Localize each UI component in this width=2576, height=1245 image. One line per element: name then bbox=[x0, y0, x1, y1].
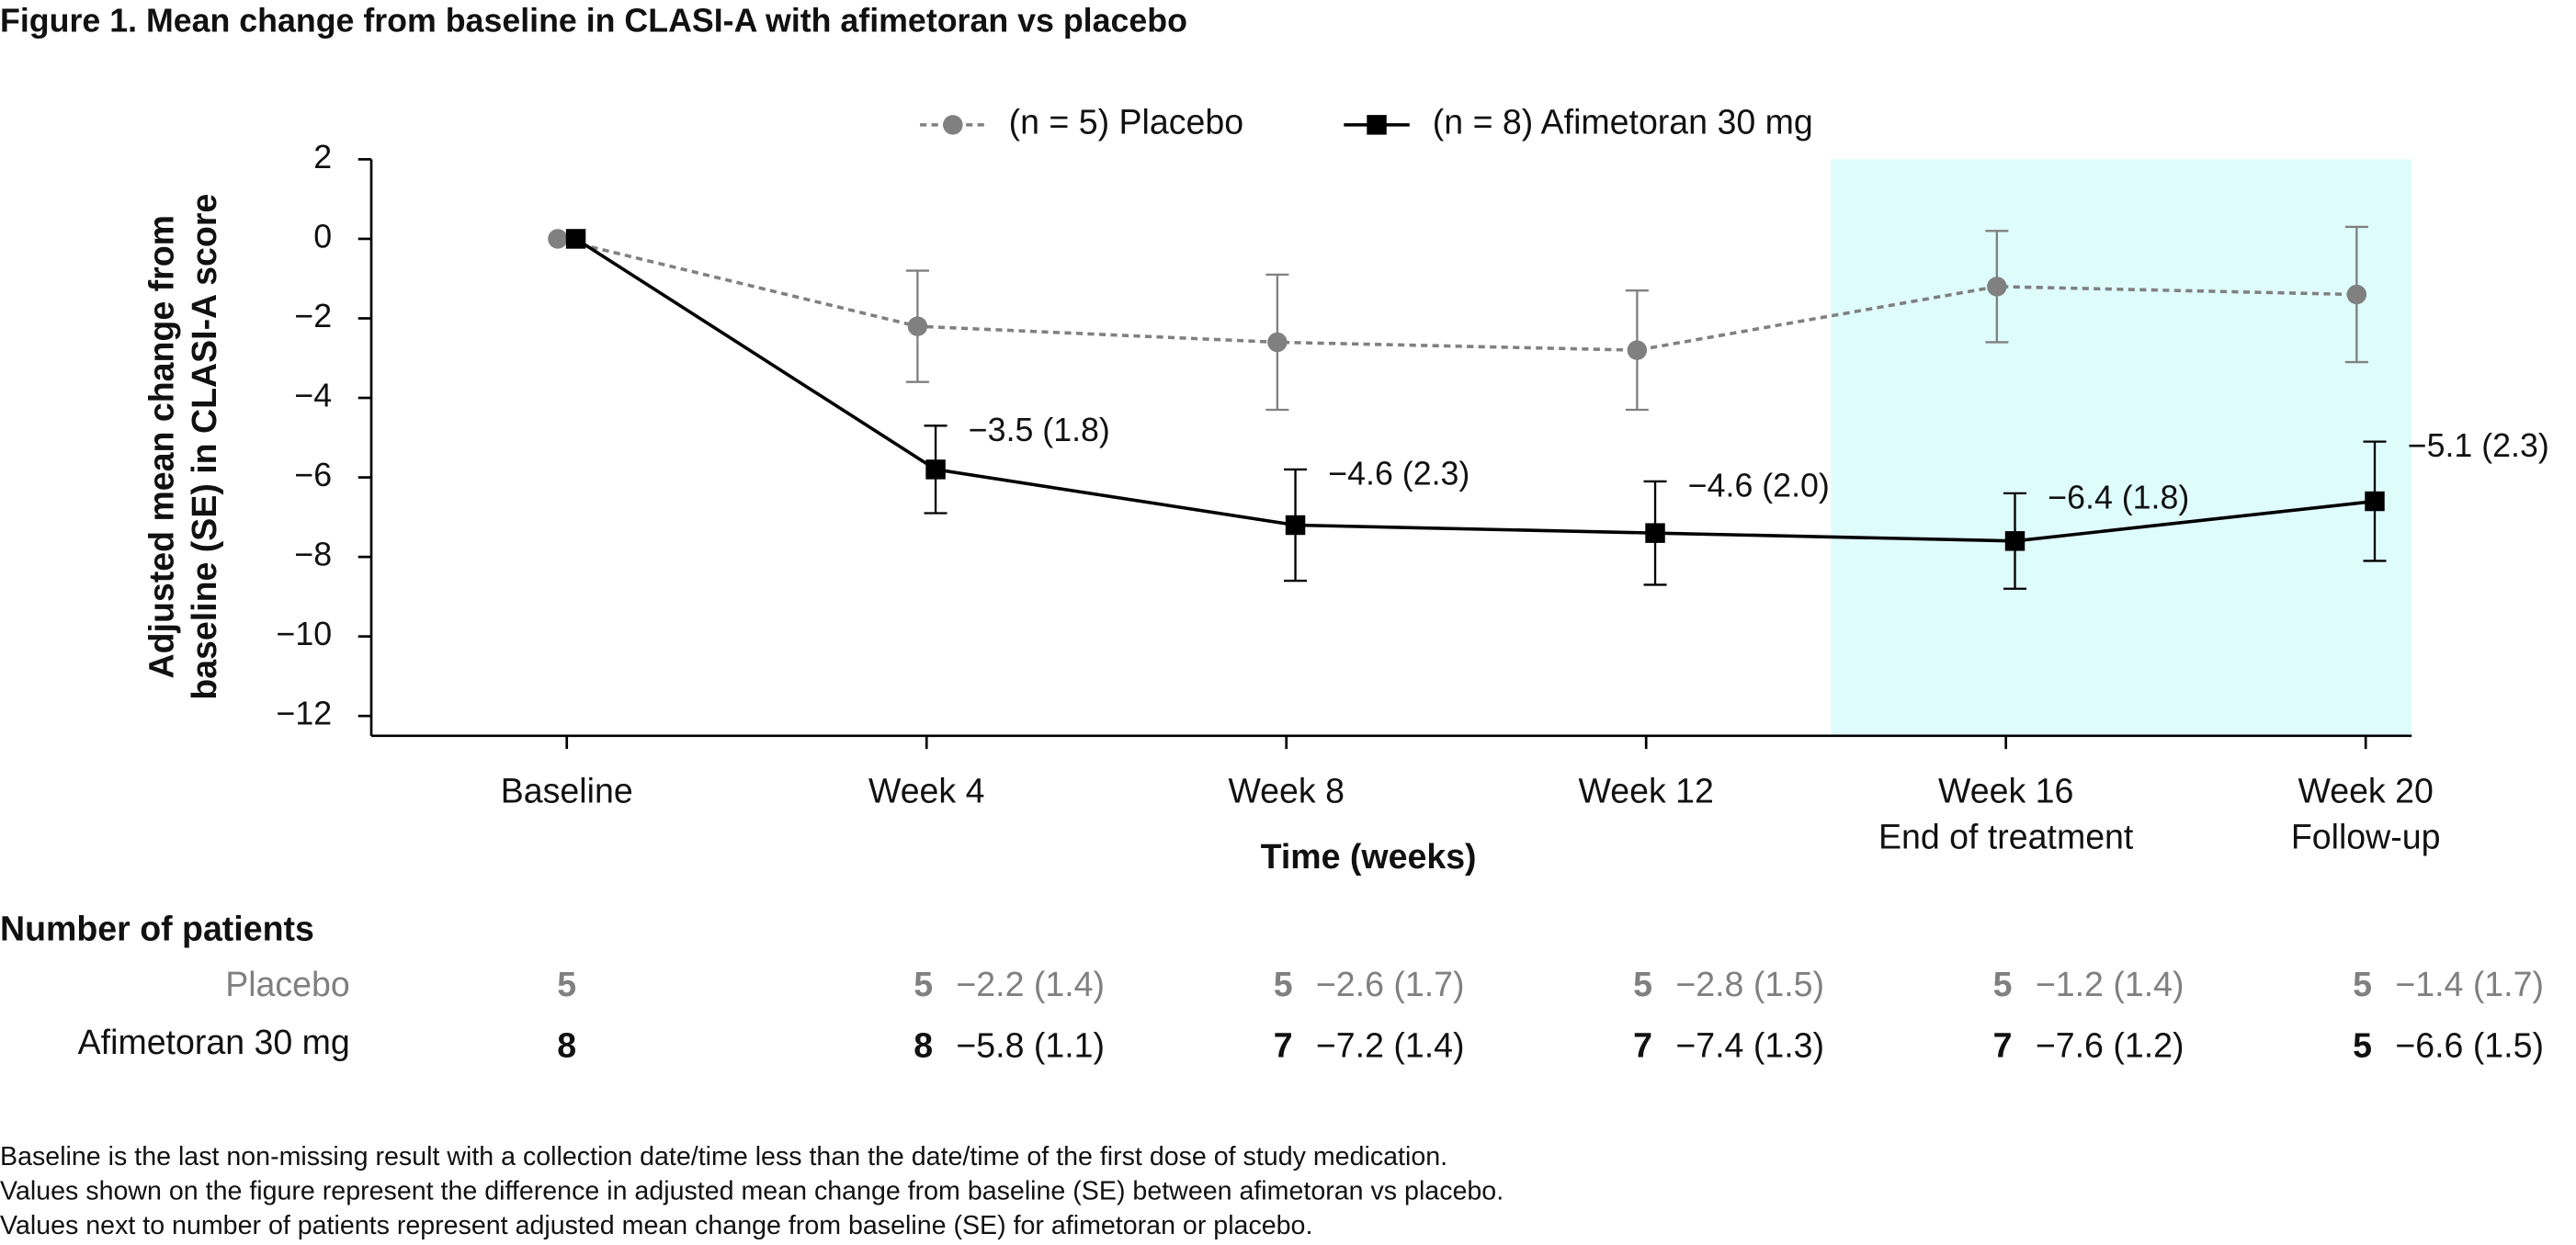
table-value: −2.8 (1.5) bbox=[1675, 965, 1824, 1003]
patient-count: 8 bbox=[557, 1025, 576, 1064]
x-tick-label: Week 8 bbox=[1228, 771, 1345, 809]
y-axis-label: Adjusted mean change from baseline (SE) … bbox=[142, 194, 223, 700]
difference-label: −4.6 (2.0) bbox=[1688, 467, 1830, 504]
highlight-region bbox=[1831, 159, 2412, 736]
legend-marker bbox=[1367, 115, 1387, 135]
point bbox=[2365, 491, 2385, 512]
footnote: Values shown on the figure represent the… bbox=[0, 1176, 1504, 1205]
x-tick-sublabel: End of treatment bbox=[1878, 817, 2134, 855]
point bbox=[907, 316, 928, 336]
x-tick-sublabel: Follow-up bbox=[2291, 817, 2441, 855]
y-axis-label-line: baseline (SE) in CLASI-A score bbox=[185, 194, 223, 700]
table-value: −2.6 (1.7) bbox=[1316, 965, 1465, 1003]
table-value: −6.6 (1.5) bbox=[2395, 1025, 2544, 1064]
patient-count: 7 bbox=[1633, 1025, 1652, 1064]
difference-label: −6.4 (1.8) bbox=[2048, 479, 2189, 515]
point bbox=[548, 229, 568, 249]
y-tick-label: −8 bbox=[294, 537, 332, 573]
difference-label: −5.1 (2.3) bbox=[2408, 427, 2549, 464]
difference-label: −4.6 (2.3) bbox=[1328, 456, 1470, 492]
table-value: −7.6 (1.2) bbox=[2036, 1025, 2184, 1064]
difference-label: −3.5 (1.8) bbox=[969, 412, 1110, 448]
patient-count: 5 bbox=[2353, 1025, 2372, 1064]
point bbox=[1987, 277, 2007, 297]
patient-count: 7 bbox=[1993, 1025, 2013, 1064]
point bbox=[925, 459, 946, 480]
patient-count: 5 bbox=[1993, 965, 2013, 1003]
y-tick-label: 2 bbox=[313, 139, 332, 175]
series-line bbox=[557, 237, 2357, 352]
x-tick-label: Week 4 bbox=[868, 771, 985, 809]
point bbox=[2346, 284, 2367, 305]
y-tick-label: −2 bbox=[294, 298, 332, 334]
table-value: −1.2 (1.4) bbox=[2036, 965, 2184, 1003]
y-tick-label: −4 bbox=[294, 377, 332, 413]
table-value: −7.2 (1.4) bbox=[1316, 1025, 1465, 1064]
patient-count: 5 bbox=[914, 965, 933, 1003]
chart-title: Figure 1. Mean change from baseline in C… bbox=[0, 2, 1187, 39]
x-axis-label: Time (weeks) bbox=[1261, 837, 1477, 876]
y-tick-label: −12 bbox=[276, 696, 332, 732]
point bbox=[1267, 332, 1288, 353]
footnote: Values next to number of patients repres… bbox=[0, 1211, 1312, 1240]
y-tick-label: 0 bbox=[313, 218, 332, 255]
x-tick-label: Week 16 bbox=[1938, 771, 2073, 809]
patient-count: 5 bbox=[1274, 965, 1293, 1003]
series-line bbox=[574, 237, 2376, 543]
patient-count: 5 bbox=[557, 965, 576, 1003]
table-value: −7.4 (1.3) bbox=[1675, 1025, 1824, 1064]
point bbox=[2004, 531, 2026, 551]
patient-count: 5 bbox=[2353, 965, 2372, 1003]
x-tick-label: Week 12 bbox=[1579, 771, 1714, 809]
legend-label: (n = 8) Afimetoran 30 mg bbox=[1433, 103, 1813, 141]
y-tick-label: −10 bbox=[276, 616, 332, 652]
x-tick-label: Week 20 bbox=[2298, 771, 2433, 809]
y-axis-label-line: Adjusted mean change from bbox=[142, 215, 181, 678]
table-value: −2.2 (1.4) bbox=[956, 965, 1105, 1003]
footnote: Baseline is the last non-missing result … bbox=[0, 1142, 1447, 1171]
point bbox=[1627, 340, 1648, 360]
table-value: −1.4 (1.7) bbox=[2395, 965, 2544, 1003]
y-tick-label: −6 bbox=[294, 457, 332, 493]
point bbox=[565, 229, 586, 249]
table-row-label: Afimetoran 30 mg bbox=[78, 1023, 350, 1061]
legend-marker bbox=[943, 115, 963, 135]
table-title: Number of patients bbox=[0, 909, 314, 947]
point bbox=[1285, 515, 1306, 536]
patient-count: 8 bbox=[914, 1025, 933, 1064]
table-value: −5.8 (1.1) bbox=[956, 1025, 1105, 1064]
patient-count: 5 bbox=[1633, 965, 1652, 1003]
legend-label: (n = 5) Placebo bbox=[1009, 103, 1243, 141]
table-row-label: Placebo bbox=[225, 965, 350, 1003]
x-tick-label: Baseline bbox=[501, 771, 633, 809]
point bbox=[1645, 523, 1665, 543]
patient-count: 7 bbox=[1274, 1025, 1293, 1064]
